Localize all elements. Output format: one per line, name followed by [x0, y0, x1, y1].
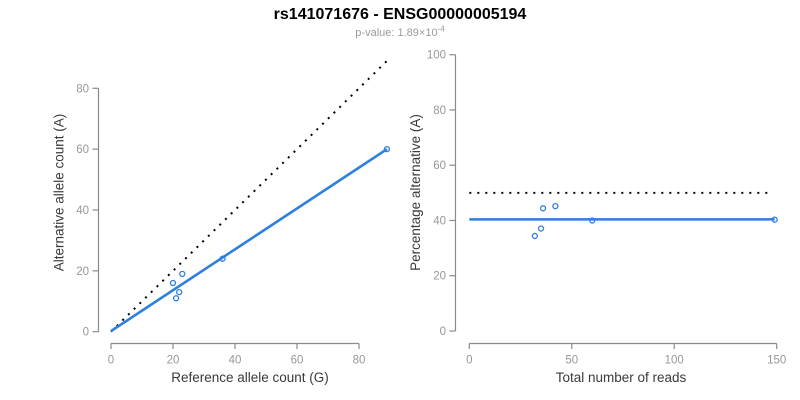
fitted-line [110, 148, 388, 333]
data-point [589, 217, 596, 224]
pvalue-label: p-value: 1.89×10 [355, 27, 438, 39]
data-point [531, 232, 539, 240]
x-tick-label: 0 [466, 355, 472, 367]
data-point [172, 295, 180, 302]
data-point [552, 202, 559, 210]
x-tick-label: 150 [767, 355, 786, 367]
data-point [537, 225, 545, 232]
page-title: rs141071676 - ENSG00000005194 [273, 6, 527, 23]
data-point [383, 145, 391, 153]
x-tick-label: 50 [565, 355, 578, 367]
y-tick-label: 0 [440, 326, 446, 338]
pvalue-exponent: -4 [437, 24, 445, 34]
panel-right: 0 50 100 150 0 20 40 60 80 100 Total number of rea… [408, 50, 786, 385]
x-tick-label: 0 [108, 355, 114, 367]
x-tick-label: 40 [229, 355, 242, 367]
y-tick-label: 0 [83, 327, 89, 339]
y-tick-label: 80 [76, 83, 89, 95]
pvalue-subtitle: p-value: 1.89×10-4 [0, 24, 800, 39]
y-tick-label: 40 [433, 215, 446, 227]
panel-left: 0 20 40 60 80 0 20 40 60 80 Reference allele count… [52, 57, 391, 385]
data-point [539, 205, 547, 212]
x-tick-label: 60 [291, 355, 304, 367]
data-point [771, 216, 778, 223]
data-point [219, 255, 226, 262]
y-tick-label: 20 [76, 266, 89, 278]
data-point [169, 279, 177, 287]
y-tick-label: 60 [76, 144, 89, 156]
x-tick-label: 20 [167, 355, 180, 367]
x-tick-label: 80 [353, 355, 366, 367]
y-tick-label: 20 [433, 271, 446, 283]
y-axis-title: Alternative allele count (A) [52, 114, 67, 272]
x-axis-title: Total number of reads [556, 370, 687, 385]
data-point [179, 270, 186, 278]
x-tick-label: 100 [665, 355, 684, 367]
y-tick-label: 40 [76, 205, 89, 217]
y-tick-label: 100 [427, 50, 446, 62]
data-point [176, 288, 183, 296]
x-axis-title: Reference allele count (G) [171, 370, 329, 385]
y-tick-label: 80 [433, 105, 446, 117]
expected-50pct-line [110, 57, 391, 333]
y-tick-label: 60 [433, 160, 446, 172]
y-axis-title: Percentage alternative (A) [408, 114, 423, 271]
